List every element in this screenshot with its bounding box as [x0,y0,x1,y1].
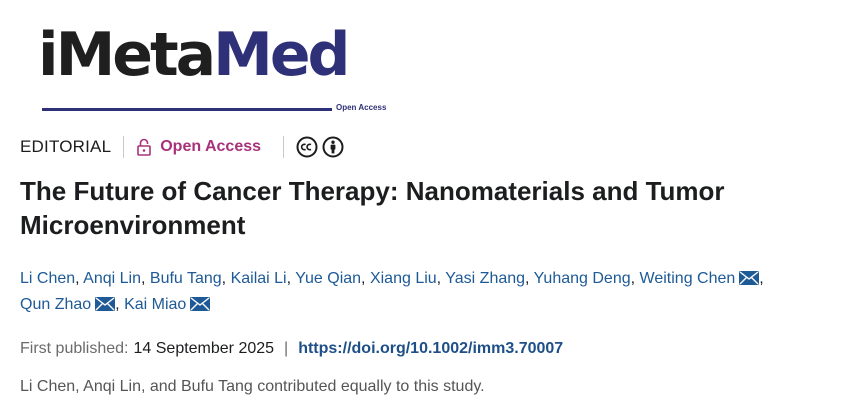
author-name-link[interactable]: Yuhang Deng [533,270,631,287]
author-item: Li Chen, [20,270,80,287]
logo-tagline: Open Access [336,103,387,112]
article-meta-row: EDITORIAL Open Access [20,134,348,160]
author-name-link[interactable]: Anqi Lin [83,270,141,287]
author-name-link[interactable]: Kailai Li [230,270,287,287]
journal-logo[interactable]: iMetaMed Open Access [38,18,398,112]
author-name-link[interactable]: Kai Miao [124,296,187,313]
author-item: Kai Miao [124,296,211,313]
email-icon[interactable] [95,297,116,311]
article-type: EDITORIAL [20,137,112,156]
first-published-label: First published: [20,340,129,357]
author-item: Yue Qian, [295,270,365,287]
divider [123,136,125,158]
author-item: Yuhang Deng, [534,270,635,287]
doi-link[interactable]: https://doi.org/10.1002/imm3.70007 [298,340,564,357]
contribution-note: Li Chen, Anqi Lin, and Bufu Tang contrib… [20,378,485,395]
author-name-link[interactable]: Bufu Tang [149,270,222,287]
author-separator: , [75,270,80,287]
author-list: Li Chen, Anqi Lin, Bufu Tang, Kailai Li,… [20,266,850,318]
author-item: Anqi Lin, [83,270,145,287]
author-item: Yasi Zhang, [445,270,529,287]
author-separator: , [436,270,442,287]
email-icon[interactable] [739,271,760,285]
author-item: Kailai Li, [231,270,291,287]
author-separator: , [759,270,764,287]
author-item: Xiang Liu, [370,270,441,287]
attribution-icon[interactable] [322,136,344,158]
first-published-date: 14 September 2025 [133,340,275,357]
author-separator: , [630,270,636,287]
logo-text-med: Med [213,20,350,90]
open-access-label[interactable]: Open Access [160,138,262,155]
logo-underline [42,108,332,111]
author-separator: , [361,270,366,287]
author-name-link[interactable]: Qun Zhao [20,296,92,313]
author-item: Qun Zhao, [20,296,120,313]
lock-open-icon [137,138,152,156]
author-item: Bufu Tang, [150,270,226,287]
author-separator: , [525,270,530,287]
creative-commons-icon[interactable] [296,136,318,158]
author-name-link[interactable]: Yue Qian [295,270,362,287]
author-separator: , [221,270,227,287]
publication-info: First published: 14 September 2025 | htt… [20,336,563,362]
logo-wordmark: iMetaMed [38,18,351,92]
author-name-link[interactable]: Weiting Chen [639,270,736,287]
email-icon[interactable] [190,297,211,311]
author-separator: , [141,270,146,287]
pub-separator: | [284,340,289,357]
article-title: The Future of Cancer Therapy: Nanomateri… [20,176,725,240]
logo-text-imeta: iMeta [38,20,216,90]
author-item: Weiting Chen, [640,270,764,287]
author-separator: , [115,296,120,313]
author-name-link[interactable]: Yasi Zhang [445,270,526,287]
divider [283,136,285,158]
author-separator: , [286,270,292,287]
author-name-link[interactable]: Li Chen [20,270,76,287]
author-name-link[interactable]: Xiang Liu [369,270,437,287]
